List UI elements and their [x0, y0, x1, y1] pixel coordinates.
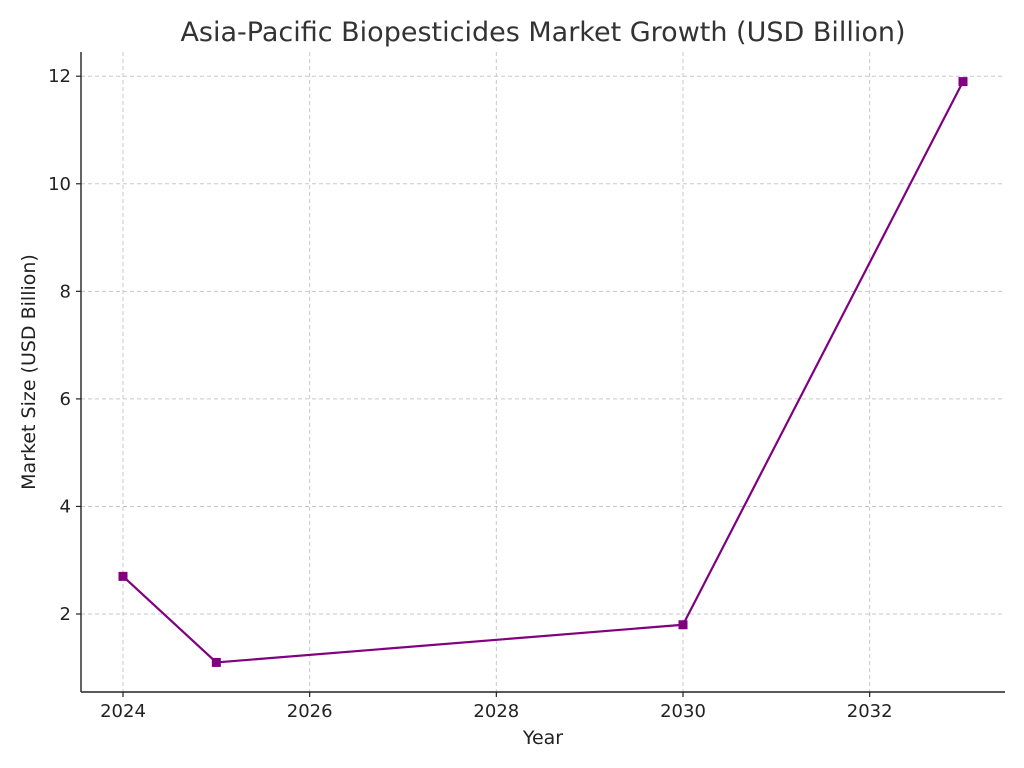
data-point-marker	[211, 657, 221, 667]
x-tick-label: 2030	[660, 701, 706, 722]
data-point-marker	[678, 620, 688, 630]
x-tick-label: 2026	[287, 701, 333, 722]
x-tick-label: 2024	[100, 701, 146, 722]
data-point-marker	[958, 77, 968, 87]
x-tick-label: 2032	[847, 701, 893, 722]
tick-labels: 2024 2026 2028 2030 2032 2 4 6 8 10 12	[48, 66, 892, 722]
series-line	[122, 81, 964, 664]
data-point-marker	[118, 571, 128, 581]
y-tick-label: 12	[48, 66, 71, 87]
y-tick-label: 8	[60, 281, 71, 302]
x-axis-label: Year	[522, 727, 563, 749]
x-tick-label: 2028	[473, 701, 519, 722]
axes	[76, 52, 1005, 697]
y-tick-label: 4	[60, 496, 71, 517]
y-tick-label: 10	[48, 174, 71, 195]
y-tick-label: 2	[60, 604, 71, 625]
series	[118, 77, 968, 667]
y-axis-label: Market Size (USD Billion)	[18, 254, 40, 490]
chart-title: Asia-Pacific Biopesticides Market Growth…	[180, 17, 905, 48]
y-tick-label: 6	[60, 389, 71, 410]
grid	[81, 52, 1005, 692]
